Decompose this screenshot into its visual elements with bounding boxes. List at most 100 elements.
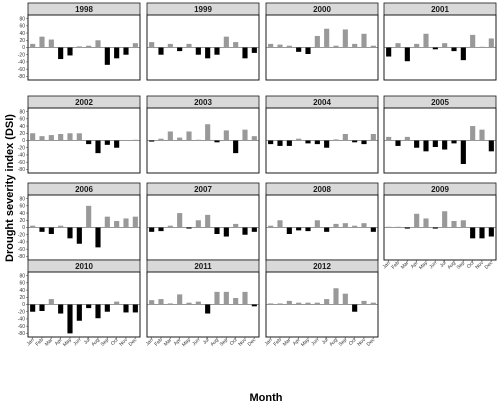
x-tick-label: Feb — [35, 337, 45, 347]
bar-jul — [86, 45, 92, 48]
bar-feb — [277, 140, 283, 146]
bar-nov — [479, 46, 485, 48]
bar-feb — [395, 43, 401, 48]
bar-sep — [342, 293, 348, 305]
bar-nov — [242, 129, 248, 141]
bar-jan — [386, 47, 392, 57]
bar-sep — [104, 304, 110, 312]
y-tick-label: 60 — [19, 117, 25, 123]
x-tick-label: Jul — [202, 337, 211, 346]
bar-may — [423, 140, 429, 152]
y-axis-title: Drought severity index (DSI) — [4, 114, 16, 262]
bar-aug — [95, 40, 101, 48]
bar-jun — [432, 140, 438, 147]
y-tick-label: -80 — [18, 167, 25, 173]
bar-mar — [286, 140, 292, 146]
x-tick-label: Mar — [282, 337, 293, 348]
bar-jun — [76, 227, 82, 244]
y-tick-label: 20 — [19, 38, 25, 44]
bar-nov — [242, 47, 248, 59]
bar-aug — [214, 140, 220, 143]
bar-oct — [233, 42, 239, 48]
bar-jun — [195, 47, 201, 55]
bar-jul — [324, 227, 330, 232]
y-tick-label: 0 — [22, 302, 25, 308]
bar-sep — [104, 216, 110, 228]
x-tick-label: May — [418, 260, 429, 271]
x-tick-label: Feb — [391, 260, 401, 270]
bar-may — [305, 227, 311, 232]
facet-panel-2003: 2003 — [146, 95, 260, 174]
bar-apr — [177, 137, 183, 141]
bar-apr — [177, 213, 183, 228]
x-tick-label: Aug — [446, 260, 457, 271]
bar-dec — [132, 139, 138, 141]
bar-dec — [488, 227, 494, 237]
bar-may — [305, 302, 311, 305]
bar-mar — [286, 227, 292, 234]
bar-sep — [342, 134, 348, 141]
bar-aug — [333, 223, 339, 228]
facet-panel-2008: 2008 — [265, 182, 379, 261]
facet-panel-2005: 2005 — [383, 95, 497, 174]
x-tick-label: May — [62, 337, 73, 348]
bar-nov — [242, 227, 248, 235]
y-tick-label: -80 — [18, 331, 25, 337]
bar-jul — [86, 304, 92, 309]
bar-jul — [205, 214, 211, 228]
x-tick-label: Oct — [466, 260, 476, 270]
bar-jan — [268, 303, 274, 305]
bar-mar — [286, 300, 292, 305]
bar-sep — [223, 130, 229, 141]
y-tick-label: 40 — [19, 31, 25, 37]
y-tick-label: 20 — [19, 295, 25, 301]
y-tick-label: -60 — [18, 160, 25, 166]
bar-may — [186, 227, 192, 229]
bar-jun — [314, 220, 320, 228]
bar-jun — [432, 227, 438, 229]
x-tick-label: Jun — [72, 337, 82, 347]
bar-oct — [114, 47, 120, 59]
bar-may — [67, 133, 73, 141]
bar-aug — [451, 47, 457, 52]
x-tick-label: Jan — [26, 337, 36, 347]
bar-nov — [123, 218, 129, 228]
bar-sep — [460, 220, 466, 228]
bar-dec — [251, 227, 257, 232]
bar-jul — [442, 140, 448, 150]
y-tick-label: -60 — [18, 67, 25, 73]
bar-sep — [342, 29, 348, 48]
y-tick-label: -40 — [18, 153, 25, 159]
y-tick-label: -40 — [18, 60, 25, 66]
bar-mar — [167, 303, 173, 305]
bar-jun — [314, 35, 320, 48]
bar-jun — [76, 304, 82, 321]
bar-dec — [251, 47, 257, 53]
bar-feb — [395, 226, 401, 228]
strip-label: 2001 — [431, 5, 449, 14]
x-axis-title: Month — [250, 392, 283, 404]
strip-label: 2004 — [313, 98, 331, 107]
bar-apr — [296, 47, 302, 52]
x-tick-label: Dec — [484, 260, 495, 271]
bar-jun — [76, 46, 82, 48]
x-tick-label: Jun — [428, 260, 438, 270]
x-tick-label: Jul — [83, 337, 92, 346]
bar-apr — [296, 138, 302, 141]
bar-apr — [177, 47, 183, 52]
x-tick-label: Oct — [348, 337, 358, 347]
bar-jan — [268, 43, 274, 48]
bar-dec — [132, 216, 138, 228]
bar-nov — [361, 223, 367, 228]
bar-apr — [414, 140, 420, 148]
x-tick-label: Feb — [273, 337, 283, 347]
y-tick-label: -80 — [18, 254, 25, 260]
bar-jan — [30, 43, 36, 48]
y-tick-label: -20 — [18, 52, 25, 58]
strip-label: 2006 — [75, 185, 93, 194]
bar-feb — [158, 47, 164, 55]
bar-feb — [39, 304, 45, 311]
bar-oct — [114, 140, 120, 148]
bar-aug — [451, 221, 457, 228]
